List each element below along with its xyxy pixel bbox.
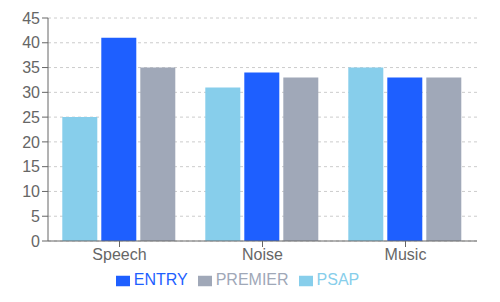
svg-text:45: 45 — [22, 10, 40, 27]
svg-text:Noise: Noise — [242, 246, 283, 263]
html-text:PREMIER: PREMIER — [215, 271, 289, 288]
svg-text:Music: Music — [385, 246, 427, 263]
html-text:ENTRY: ENTRY — [133, 271, 188, 288]
svg-text:0: 0 — [31, 233, 40, 250]
svg-text:35: 35 — [22, 59, 40, 76]
svg-text:30: 30 — [22, 84, 40, 101]
svg-text:20: 20 — [22, 134, 40, 151]
svg-text:5: 5 — [31, 208, 40, 225]
svg-text:10: 10 — [22, 183, 40, 200]
svg-text:15: 15 — [22, 158, 40, 175]
svg-text:40: 40 — [22, 34, 40, 51]
svg-text:Speech: Speech — [92, 246, 146, 263]
html-text:PSAP: PSAP — [316, 271, 360, 288]
svg-text:25: 25 — [22, 109, 40, 126]
